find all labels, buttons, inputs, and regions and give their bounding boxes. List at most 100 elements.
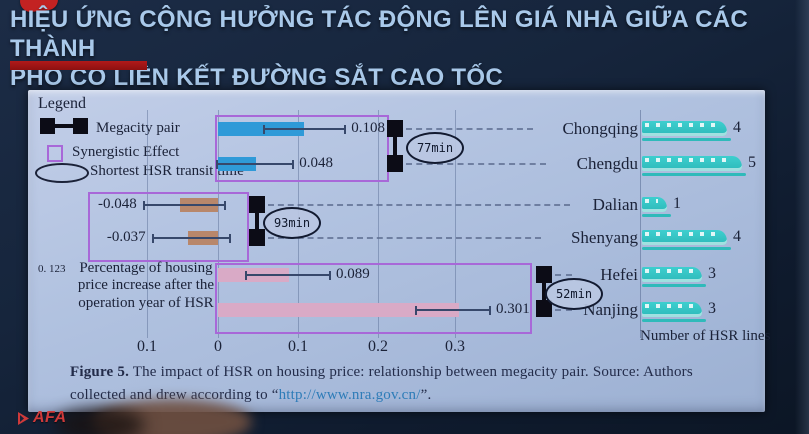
value-label: -0.037: [106, 229, 146, 245]
megacity-square: [536, 266, 552, 283]
slide-title: HIỆU ỨNG CỘNG HƯỞNG TÁC ĐỘNG LÊN GIÁ NHÀ…: [10, 6, 802, 92]
megacity-connector: [255, 213, 259, 229]
hsr-housing-chart: 0.1 0 0.1 0.2 0.3 0.108 Chongqing 4 0.048 Chengdu…: [28, 90, 765, 412]
ci-cap: [489, 306, 491, 315]
ci-cap: [245, 271, 248, 280]
confidence-interval-line: [142, 204, 226, 206]
pair-connector-dashed-line: [406, 128, 533, 130]
x-tick-label: 0.1: [288, 338, 308, 355]
x-tick-label: 0.1: [137, 338, 157, 355]
legend-megacity-pair-label: Megacity pair: [96, 120, 180, 136]
value-label: 0.089: [336, 266, 370, 282]
confidence-interval-line: [262, 128, 346, 130]
transit-time-ellipse: 93min: [263, 207, 321, 239]
legend-synergistic-label: Synergistic Effect: [72, 144, 180, 160]
megacity-square: [387, 155, 403, 172]
city-label: Nanjing: [583, 300, 638, 319]
transit-time-ellipse-icon: [35, 163, 89, 183]
city-label: Hefei: [600, 265, 638, 284]
figure-caption-text: The impact of HSR on housing price: rela…: [70, 364, 693, 404]
ci-cap: [329, 271, 331, 280]
confidence-interval-line: [245, 274, 330, 276]
synergistic-effect-icon: [47, 145, 63, 162]
train-icon: [642, 156, 742, 171]
train-track-line: [642, 247, 731, 250]
megacity-square: [249, 229, 265, 246]
gridline: [147, 110, 148, 338]
hsr-line-count: 1: [673, 195, 681, 212]
value-label: -0.048: [98, 196, 137, 212]
megacity-connector: [393, 137, 397, 155]
pair-connector-dashed-line: [555, 274, 572, 276]
hsr-line-count: 5: [748, 154, 756, 171]
confidence-interval-line: [414, 309, 490, 311]
gridline: [455, 110, 456, 338]
x-tick-label: 0.2: [368, 338, 388, 355]
axis-note: 0. 123: [38, 263, 66, 275]
estimate-bar: [218, 122, 305, 136]
transit-time-ellipse: 77min: [406, 132, 464, 164]
synergistic-effect-box: [88, 192, 249, 262]
train-icon: [642, 302, 702, 317]
megacity-connector: [542, 283, 546, 300]
presenter-hand-shadow: [55, 408, 145, 434]
train-track-line: [642, 173, 746, 176]
megacity-square-icon: [40, 118, 55, 134]
pair-connector-dashed-line: [268, 237, 541, 239]
gridline: [218, 110, 219, 338]
megacity-square: [536, 300, 552, 317]
pair-connector-dashed-line: [406, 163, 546, 165]
train-track-line: [642, 284, 706, 287]
afa-logo-text: AFA: [33, 409, 67, 426]
quote-close: ”.: [420, 387, 432, 404]
x-tick-label: 0: [214, 338, 222, 355]
train-icon: [642, 121, 727, 136]
hsr-line-count: 4: [733, 119, 741, 136]
value-label: 0.108: [351, 120, 385, 136]
ci-cap: [142, 201, 145, 210]
train-windows: [645, 232, 718, 236]
title-underline: [10, 61, 147, 70]
y-axis-label: Percentage of housing price increase aft…: [77, 260, 215, 311]
megacity-link-icon: [54, 124, 73, 128]
ci-cap: [215, 160, 218, 169]
confidence-interval-line: [151, 237, 230, 239]
train-track-line: [642, 319, 706, 322]
quote-open: “: [271, 387, 279, 404]
ci-cap: [292, 160, 295, 169]
city-label: Chongqing: [562, 119, 638, 138]
legend-title: Legend: [38, 95, 86, 112]
figure-caption: Figure 5. The impact of HSR on housing p…: [70, 361, 738, 408]
hsr-line-count: 4: [733, 228, 741, 245]
megacity-square: [249, 196, 265, 213]
train-icon: [642, 197, 667, 212]
megacity-square: [387, 120, 403, 137]
estimate-bar: [218, 303, 459, 317]
right-axis-label: Number of HSR lines: [640, 328, 771, 344]
hsr-line-count: 3: [708, 300, 716, 317]
train-icon: [642, 230, 727, 245]
value-label: 0.048: [299, 155, 333, 171]
legend-transit-label: Shortest HSR transit time: [90, 163, 244, 179]
train-track-line: [642, 138, 731, 141]
source-url[interactable]: http://www.nra.gov.cn/: [278, 387, 421, 404]
transit-time-ellipse: 52min: [545, 278, 603, 310]
ci-cap: [151, 234, 154, 243]
pair-connector-dashed-line: [268, 204, 570, 206]
ci-cap: [414, 306, 417, 315]
train-axis-line: [640, 110, 641, 338]
x-tick-label: 0.3: [445, 338, 465, 355]
city-label: Chengdu: [576, 154, 638, 173]
train-windows: [645, 304, 693, 308]
hsr-line-count: 3: [708, 265, 716, 282]
city-label: Shenyang: [570, 228, 638, 247]
value-label: 0.301: [496, 301, 530, 317]
train-windows: [645, 199, 658, 203]
train-track-line: [642, 214, 671, 217]
afa-logo: AFA: [18, 409, 67, 427]
confidence-interval-line: [215, 163, 294, 165]
train-windows: [645, 269, 693, 273]
slide-title-line1: HIỆU ỨNG CỘNG HƯỞNG TÁC ĐỘNG LÊN GIÁ NHÀ…: [10, 6, 749, 62]
pair-connector-dashed-line: [555, 309, 572, 311]
